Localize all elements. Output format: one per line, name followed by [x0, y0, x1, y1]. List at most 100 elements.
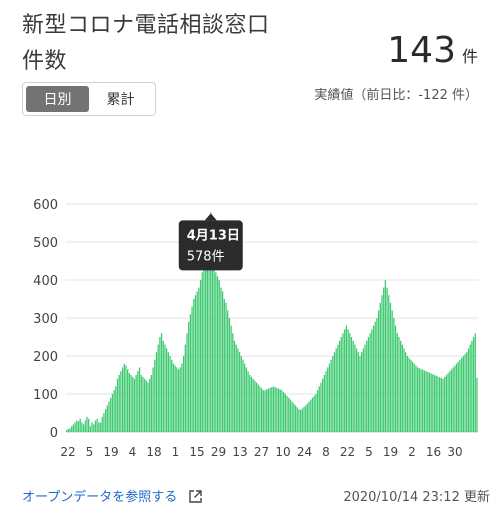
bar: [237, 348, 239, 432]
bar: [199, 280, 202, 432]
bar: [110, 397, 112, 432]
bar: [142, 376, 144, 432]
bar: [283, 392, 285, 432]
bar: [406, 356, 409, 432]
bar: [116, 378, 119, 432]
x-tick-label: 27: [254, 445, 269, 459]
bar: [291, 401, 293, 432]
bar: [325, 371, 327, 432]
x-tick-label: 8: [322, 445, 330, 459]
open-data-link[interactable]: オープンデータを参照する: [22, 486, 203, 507]
bar: [354, 344, 356, 432]
bar: [474, 333, 476, 432]
bar: [276, 387, 278, 432]
bar: [255, 382, 258, 432]
bar: [259, 386, 261, 432]
bar: [172, 363, 175, 432]
bar: [93, 424, 95, 432]
bar: [367, 337, 370, 432]
bar: [176, 367, 178, 432]
external-link-icon: [189, 490, 203, 507]
bar: [469, 344, 471, 432]
bar: [464, 354, 466, 432]
bar: [115, 386, 117, 432]
bar: [279, 389, 281, 432]
bar: [432, 374, 434, 432]
bar: [81, 422, 83, 432]
x-tick-label: 24: [297, 445, 312, 459]
bar: [289, 399, 292, 432]
bar: [403, 348, 405, 432]
bar: [449, 371, 451, 432]
bar: [340, 337, 342, 432]
change-text: 実績値（前日比：-122 件）: [314, 88, 478, 103]
bar: [118, 375, 120, 432]
bar: [79, 418, 81, 432]
bar: [203, 264, 205, 432]
bar: [377, 310, 380, 432]
tab-cumulative[interactable]: 累計: [106, 92, 135, 108]
bar: [364, 344, 366, 432]
bar: [428, 372, 431, 432]
bar: [359, 356, 361, 432]
page-title: 新型コロナ電話相談窓口 件数: [22, 8, 322, 80]
bar: [162, 340, 164, 432]
bar: [299, 409, 302, 432]
bar: [455, 363, 458, 432]
bar: [323, 375, 325, 432]
tab-daily[interactable]: 日別: [26, 86, 89, 112]
bar: [233, 340, 236, 432]
bar: [225, 302, 227, 432]
bar: [220, 287, 222, 432]
x-tick-label: 5: [86, 445, 94, 459]
bar: [72, 424, 75, 432]
bar: [140, 375, 142, 432]
bar: [188, 321, 190, 432]
x-tick-label: 10: [275, 445, 290, 459]
bar: [269, 387, 271, 432]
bar: [74, 422, 76, 432]
bar: [445, 375, 448, 432]
bar: [416, 367, 419, 432]
bar: [125, 365, 127, 432]
bar: [318, 386, 320, 432]
bar: [230, 325, 232, 432]
bar: [247, 371, 249, 432]
bar: [461, 357, 463, 432]
bar: [311, 397, 314, 432]
bar: [476, 377, 478, 432]
bar: [408, 357, 410, 432]
bar: [422, 369, 424, 432]
bar: [471, 340, 473, 432]
bar: [232, 333, 234, 432]
bar: [138, 367, 141, 432]
bar: [177, 369, 180, 432]
x-tick-label: 1: [172, 445, 180, 459]
bar: [181, 363, 183, 432]
bar: [66, 430, 68, 432]
bar: [388, 295, 390, 432]
bar: [216, 276, 219, 432]
bar: [366, 340, 368, 432]
bar: [274, 387, 276, 432]
bar: [361, 352, 363, 432]
bar: [111, 394, 114, 432]
bar: [459, 359, 461, 432]
bar: [208, 234, 210, 432]
count-value: 143: [387, 30, 456, 71]
bar: [194, 295, 197, 432]
bar: [88, 418, 90, 432]
bar: [433, 375, 436, 432]
bar: [396, 333, 398, 432]
bar: [267, 388, 270, 432]
bar: [149, 378, 151, 432]
bar: [447, 373, 449, 432]
bar: [352, 340, 354, 432]
bar: [430, 373, 432, 432]
bar: [457, 361, 459, 432]
bar: [145, 380, 147, 432]
bar: [120, 371, 122, 432]
bar: [411, 361, 414, 432]
y-tick-label: 600: [33, 198, 58, 213]
bar: [166, 348, 168, 432]
